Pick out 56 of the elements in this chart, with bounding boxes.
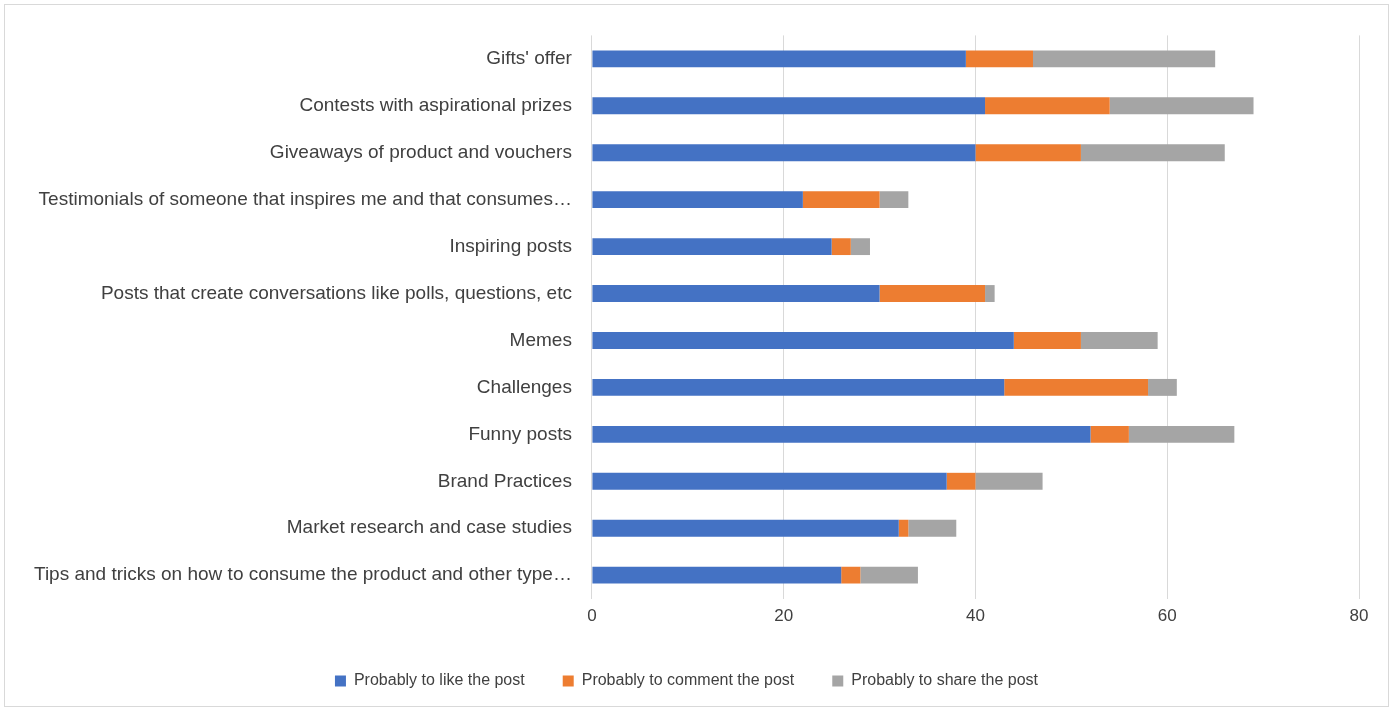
bar — [860, 566, 918, 584]
bar — [975, 144, 1081, 162]
bar — [592, 378, 1005, 396]
bar — [592, 238, 832, 256]
bar — [1013, 332, 1081, 349]
bar — [592, 97, 986, 115]
y-tick-label: Challenges — [476, 375, 572, 397]
x-tick-label: 80 — [1349, 606, 1369, 626]
x-tick-label: 0 — [587, 606, 597, 626]
bar — [1128, 425, 1235, 443]
bar — [898, 519, 909, 537]
bar — [1080, 144, 1225, 162]
bar — [1080, 332, 1158, 349]
bar — [592, 472, 947, 490]
bar — [592, 519, 899, 537]
bar — [908, 519, 957, 537]
bar — [1090, 425, 1129, 443]
bar — [946, 472, 976, 490]
legend-label: Probably to share the post — [851, 671, 1039, 689]
y-tick-label: Inspiring posts — [449, 234, 572, 256]
bar — [592, 191, 803, 209]
bar — [592, 144, 976, 162]
bar — [802, 191, 880, 209]
bar — [985, 285, 995, 302]
x-tick-label: 40 — [966, 606, 985, 626]
y-tick-label: Memes — [509, 328, 572, 350]
y-tick-label: Funny posts — [468, 422, 572, 444]
bar — [592, 566, 842, 584]
x-tick-label: 60 — [1157, 606, 1177, 626]
bar — [1004, 378, 1149, 396]
y-tick-label: Gifts' offer — [486, 47, 573, 69]
legend-label: Probably to like the post — [353, 671, 526, 689]
y-tick-label: Testimonials of someone that inspires me and that consumes… — [38, 187, 572, 209]
bar — [592, 50, 966, 68]
y-tick-label: Tips and tricks on how to consume the product and other type… — [34, 563, 572, 585]
bar — [592, 285, 880, 302]
legend-label: Probably to comment the post — [581, 671, 795, 689]
y-tick-label: Giveaways of product and vouchers — [269, 140, 572, 162]
bar — [1109, 97, 1254, 115]
bar — [879, 285, 986, 302]
y-tick-label: Contests with aspirational prizes — [299, 94, 572, 116]
bar — [831, 238, 851, 256]
bar — [592, 425, 1091, 443]
bar — [1148, 378, 1177, 396]
bar — [1032, 50, 1216, 68]
bar — [985, 97, 1110, 115]
y-tick-label: Posts that create conversations like polls, questions, etc — [100, 281, 572, 303]
y-tick-label: Market research and case studies — [286, 516, 572, 538]
bar — [841, 566, 861, 584]
bar — [592, 332, 1014, 349]
bar — [879, 191, 909, 209]
bar — [975, 472, 1043, 490]
bar — [850, 238, 870, 256]
y-tick-label: Brand Practices — [437, 469, 572, 491]
x-tick-label: 20 — [774, 606, 794, 626]
bar — [965, 50, 1033, 68]
